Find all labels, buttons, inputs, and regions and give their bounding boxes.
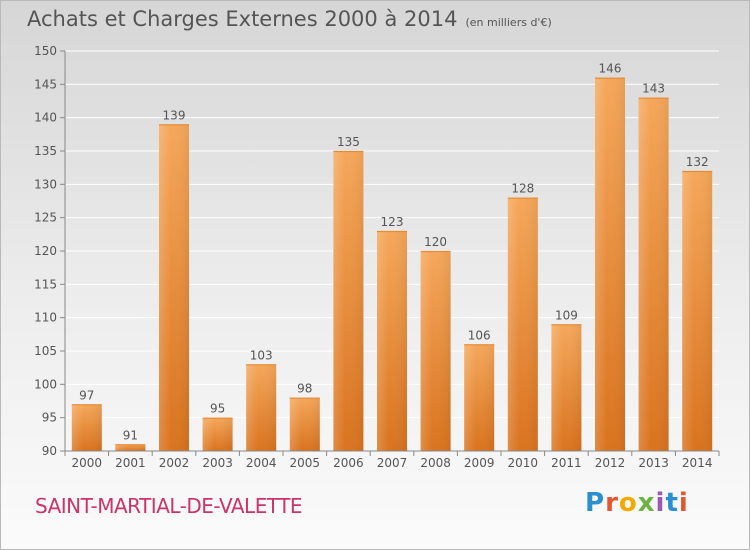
y-tick-label: 140	[34, 111, 57, 125]
chart-subtitle: (en milliers d'€)	[465, 16, 552, 29]
commune-name: SAINT-MARTIAL-DE-VALETTE	[35, 494, 303, 518]
y-tick-label: 100	[34, 377, 57, 391]
y-axis: 90 95 100 105 110 115 120 125 130 135 140 145 150	[34, 44, 66, 458]
y-tick-label: 125	[34, 211, 57, 225]
y-tick-label: 90	[42, 444, 57, 458]
y-tick-label: 130	[34, 177, 57, 191]
y-tick-label: 110	[34, 311, 57, 325]
x-tick-label: 2007	[377, 456, 408, 470]
x-tick-label: 2005	[290, 456, 321, 470]
data-label: 143	[642, 82, 665, 96]
bars	[71, 77, 713, 452]
bar-shading	[159, 124, 189, 451]
x-tick-label: 2000	[72, 456, 103, 470]
x-axis: 2000 2001 2002 2003 2004 2005 2006 2007 2008 2009…	[64, 450, 720, 470]
y-tick-label: 135	[34, 144, 57, 158]
bar-shading	[551, 324, 582, 451]
data-label: 103	[250, 348, 273, 362]
y-tick-label: 105	[34, 344, 57, 358]
bar-shading	[682, 171, 713, 451]
x-tick-label: 2010	[508, 456, 539, 470]
y-tick-label: 150	[34, 44, 57, 58]
x-tick-label: 2009	[464, 456, 495, 470]
x-tick-label: 2004	[246, 456, 277, 470]
bar-shading	[420, 251, 451, 451]
logo-letter: i	[678, 488, 689, 518]
x-tick-label: 2001	[115, 456, 146, 470]
x-tick-label: 2002	[159, 456, 190, 470]
data-label: 98	[297, 382, 312, 396]
bar-shading	[71, 404, 102, 451]
x-tick-label: 2012	[595, 456, 626, 470]
bar-shading	[638, 97, 669, 452]
x-tick-label: 2003	[202, 456, 233, 470]
x-tick-label: 2013	[638, 456, 669, 470]
data-label: 139	[163, 108, 186, 122]
title-text: Achats et Charges Externes 2000 à 2014	[27, 7, 458, 31]
x-tick-label: 2006	[333, 456, 364, 470]
bar-shading	[333, 151, 364, 451]
bar-shading	[289, 397, 320, 451]
bar-shading	[246, 364, 277, 451]
bar-shading	[115, 444, 146, 451]
data-label: 128	[511, 182, 534, 196]
data-label: 123	[381, 215, 404, 229]
logo-letter: i	[655, 488, 666, 518]
x-tick-label: 2011	[551, 456, 582, 470]
data-label: 109	[555, 308, 578, 322]
y-tick-label: 95	[42, 411, 57, 425]
bar-shading	[377, 231, 407, 451]
data-labels: 97 91 139 95 103 98 135 123 120 106 128 109 146 143 13…	[79, 62, 708, 443]
chart-title: Achats et Charges Externes 2000 à 2014 (e…	[27, 7, 552, 31]
logo-letter: P	[585, 488, 606, 518]
data-label: 135	[337, 135, 360, 149]
logo-letter: o	[618, 488, 638, 518]
data-label: 120	[424, 235, 447, 249]
logo-letter: x	[637, 488, 656, 518]
data-label: 91	[123, 428, 138, 442]
bar-shading	[464, 344, 495, 451]
data-label: 132	[686, 155, 709, 169]
x-tick-label: 2008	[420, 456, 451, 470]
data-label: 95	[210, 402, 225, 416]
bar-shading	[202, 417, 233, 451]
data-label: 97	[79, 388, 94, 402]
bar-shading	[507, 197, 538, 451]
data-label: 146	[599, 62, 622, 76]
logo-letter: t	[665, 488, 679, 518]
proxiti-logo: Proxiti	[585, 488, 689, 518]
bar-shading	[595, 77, 625, 452]
y-tick-label: 145	[34, 77, 57, 91]
data-label: 106	[468, 328, 491, 342]
x-tick-label: 2014	[682, 456, 713, 470]
logo-letter: r	[605, 488, 619, 518]
y-tick-label: 115	[34, 277, 57, 291]
y-tick-label: 120	[34, 244, 57, 258]
